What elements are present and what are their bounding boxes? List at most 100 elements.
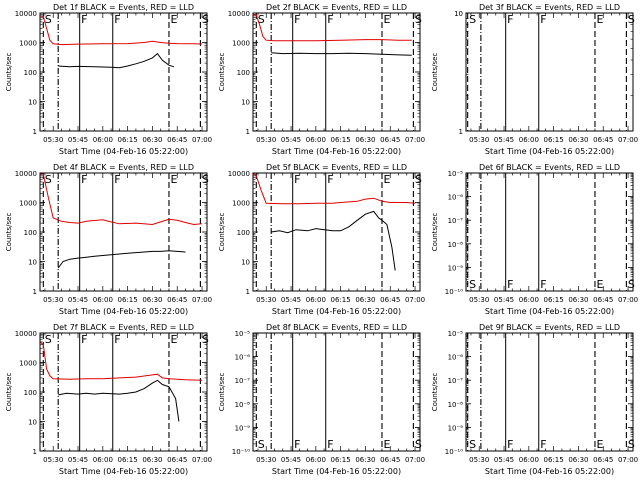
chart-8-xlabel: Start Time (04-Feb-16 05:22:00) [485,467,614,476]
chart-3-frame [39,172,208,292]
chart-6-xtick-label: 06:45 [167,456,187,464]
chart-1-marker-label: F [294,13,300,26]
chart-5-ytick-label: 10⁻⁷ [448,217,464,225]
chart-4-xtick-label: 07:00 [405,296,425,304]
chart-6-marker-label: F [81,333,87,346]
chart-5-ylabel: Counts/sec [431,213,439,252]
chart-6-ytick-label: 1 [33,448,37,456]
chart-8-ytick-label: 10⁻⁸ [448,401,464,409]
chart-5-ytick-label: 10⁻⁸ [448,241,464,249]
chart-8-xtick-label: 06:45 [593,456,613,464]
chart-8-ytick-label: 10⁻⁵ [448,330,464,338]
chart-4-xtick-label: 06:30 [355,296,375,304]
chart-7-ytick-label: 10⁻⁹ [235,424,251,432]
chart-1-xtick-label: 05:45 [281,136,301,144]
chart-5-marker-label: F [507,278,513,291]
chart-6-series-1 [58,379,180,422]
chart-3-series-0 [39,172,203,226]
chart-8-xtick-label: 07:00 [618,456,638,464]
chart-1-ytick-label: 10 [241,99,250,107]
chart-6-ytick-label: 1000 [19,360,37,368]
chart-1-ytick-label: 10000 [228,10,250,18]
chart-1-xtick-label: 06:00 [306,136,326,144]
chart-7-marker-label: F [327,438,333,451]
chart-2-xlabel: Start Time (04-Feb-16 05:22:00) [485,147,614,156]
chart-0-xlabel: Start Time (04-Feb-16 05:22:00) [59,147,188,156]
chart-5-xtick-label: 06:30 [568,296,588,304]
chart-3-xtick-label: 06:30 [142,296,162,304]
chart-2-title: Det 3f BLACK = Events, RED = LLD [479,3,620,12]
chart-1-ytick-label: 1 [246,128,250,136]
chart-0-xtick-label: 05:45 [68,136,88,144]
chart-1-xtick-label: 05:30 [256,136,276,144]
chart-1-marker-label: S [415,13,422,26]
chart-3-xlabel: Start Time (04-Feb-16 05:22:00) [59,307,188,316]
chart-1-ytick-label: 1000 [232,40,250,48]
chart-1-ytick-label: 100 [237,69,250,77]
chart-2: Det 3f BLACK = Events, RED = LLD Counts/s… [431,3,638,156]
chart-4-marker-label: F [294,173,300,186]
chart-8-xtick-label: 06:00 [519,456,539,464]
chart-1-xtick-label: 06:45 [380,136,400,144]
chart-5-marker-label: S [628,278,635,291]
chart-0-ytick-label: 100 [24,69,37,77]
chart-5-frame [465,172,634,292]
chart-0-xtick-label: 07:00 [192,136,212,144]
chart-8: Det 9f BLACK = Events, RED = LLD Counts/s… [431,323,638,476]
chart-0-title: Det 1f BLACK = Events, RED = LLD [53,3,194,12]
chart-0-marker-label: E [170,13,177,26]
chart-3-xtick-label: 06:15 [118,296,138,304]
chart-4-ytick-label: 1 [246,288,250,296]
chart-7-ylabel: Counts/sec [218,373,226,412]
chart-8-marker-label: E [596,438,603,451]
chart-3-xtick-label: 05:30 [43,296,63,304]
chart-3-ytick-label: 10000 [15,170,37,178]
chart-8-ytick-label: 10⁻⁶ [448,354,464,362]
chart-1-marker-label: F [327,13,333,26]
chart-0-marker-label: S [202,13,209,26]
chart-0-xtick-label: 05:30 [43,136,63,144]
chart-7-xtick-label: 07:00 [405,456,425,464]
chart-3-series-1 [57,250,186,269]
chart-0-ytick-label: 1 [33,128,37,136]
chart-4-title: Det 5f BLACK = Events, RED = LLD [266,163,407,172]
chart-6-series-0 [39,341,203,381]
chart-7-frame [252,332,421,452]
chart-7-xtick-label: 06:15 [331,456,351,464]
chart-6: Det 7f BLACK = Events, RED = LLD Counts/s… [5,323,212,476]
chart-5-ytick-label: 10⁻⁵ [448,170,464,178]
chart-2-ytick-label: 10 [454,10,463,18]
chart-4-marker-label: F [327,173,333,186]
chart-3-marker-label: S [45,173,52,186]
chart-5: Det 6f BLACK = Events, RED = LLD Counts/s… [431,163,638,316]
chart-2-xtick-label: 07:00 [618,136,638,144]
chart-4-marker-label: E [383,173,390,186]
chart-4-ytick-label: 100 [237,229,250,237]
chart-1-frame [252,12,421,132]
chart-5-xtick-label: 06:00 [519,296,539,304]
chart-3-ytick-label: 10 [28,259,37,267]
chart-8-xtick-label: 06:15 [544,456,564,464]
chart-2-marker-label: S [628,13,635,26]
chart-6-title: Det 7f BLACK = Events, RED = LLD [53,323,194,332]
chart-3-marker-label: E [170,173,177,186]
chart-1-series-1 [271,52,412,56]
chart-5-xlabel: Start Time (04-Feb-16 05:22:00) [485,307,614,316]
chart-4-xtick-label: 06:00 [306,296,326,304]
chart-6-marker-label: S [45,333,52,346]
chart-1-series-0 [252,13,412,42]
chart-8-ytick-label: 10⁻⁹ [448,424,464,432]
chart-8-marker-label: S [628,438,635,451]
chart-7-xlabel: Start Time (04-Feb-16 05:22:00) [272,467,401,476]
chart-0-xtick-label: 06:30 [142,136,162,144]
chart-2-xtick-label: 06:30 [568,136,588,144]
chart-3-ytick-label: 100 [24,229,37,237]
chart-6-xtick-label: 05:45 [68,456,88,464]
chart-4-ytick-label: 1000 [232,200,250,208]
chart-5-xtick-label: 05:30 [469,296,489,304]
chart-7-ytick-label: 10⁻¹⁰ [232,448,250,456]
chart-0-series-1 [58,52,175,69]
chart-0-ytick-label: 10000 [15,10,37,18]
chart-6-ylabel: Counts/sec [5,373,13,412]
